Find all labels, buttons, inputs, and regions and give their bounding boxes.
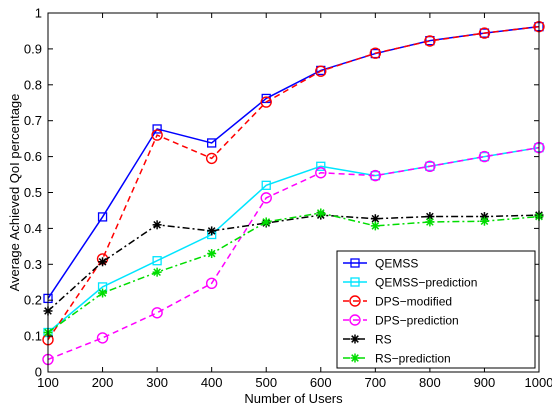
- axes-layer: 100 200 300 400 500 600 700 800 900 1000 0 0.1 0.2 0.…: [24, 6, 552, 391]
- legend-marker-dps-modified: [349, 295, 361, 307]
- x-tick-label: 800: [419, 375, 441, 390]
- data-point-qemss-prediction: [316, 161, 326, 171]
- data-point-rs: [98, 257, 108, 267]
- data-point-dps-prediction: [96, 332, 109, 344]
- legend-label-rs: RS: [375, 333, 392, 347]
- data-point-qemss: [97, 212, 108, 222]
- y-tick-label: 0.5: [24, 185, 42, 200]
- y-tick-label: 0.3: [24, 257, 42, 272]
- data-point-rs: [207, 226, 217, 236]
- data-point-dps-prediction: [205, 277, 218, 290]
- x-axis-label: Number of Users: [244, 391, 343, 406]
- legend-marker-rs: [350, 334, 360, 344]
- legend: QEMSS QEMSS−prediction DPS−modified DPS−pre…: [336, 250, 536, 369]
- data-point-dps-modified: [369, 47, 382, 59]
- data-point-dps-prediction: [478, 150, 491, 163]
- data-point-rs-prediction: [152, 267, 162, 277]
- data-point-rs-prediction: [98, 288, 108, 298]
- data-point-dps-modified: [260, 96, 272, 108]
- x-tick-label: 300: [146, 375, 168, 390]
- data-point-dps-prediction: [315, 167, 327, 179]
- y-tick-label: 0.8: [24, 77, 42, 92]
- data-point-dps-prediction: [369, 169, 382, 182]
- y-tick-label: 0.9: [24, 41, 42, 56]
- data-point-rs-prediction: [316, 208, 326, 218]
- legend-box: [336, 250, 536, 369]
- data-point-qemss: [152, 124, 162, 134]
- data-point-qemss-prediction: [261, 180, 271, 190]
- legend-marker-qemss-prediction: [350, 277, 360, 287]
- legend-label-dps-modified: DPS−modified: [375, 295, 452, 309]
- series-layer: [42, 20, 545, 366]
- series-line-dps-modified: [47, 25, 540, 341]
- series-line-rs-prediction: [47, 212, 540, 334]
- x-tick-label: 100: [37, 375, 59, 390]
- data-point-dps-modified: [205, 152, 218, 165]
- legend-marker-dps-prediction: [349, 314, 361, 326]
- series-line-dps-prediction: [47, 146, 540, 361]
- data-point-dps-prediction: [424, 160, 436, 172]
- data-point-rs-prediction: [370, 221, 380, 231]
- data-point-rs-prediction: [425, 217, 435, 227]
- data-point-dps-modified: [424, 35, 436, 47]
- legend-label-qemss: QEMSS: [375, 257, 418, 271]
- data-point-dps-modified: [151, 129, 163, 141]
- y-axis-label: Average Achieved QoI percentage: [7, 94, 22, 292]
- x-tick-label: 500: [255, 375, 277, 390]
- data-point-qemss: [207, 138, 217, 148]
- data-point-dps-modified: [315, 65, 327, 77]
- x-tick-label: 1000: [525, 375, 552, 390]
- data-point-qemss-prediction: [152, 256, 162, 266]
- y-tick-label: 0.1: [24, 329, 42, 344]
- legend-marker-qemss: [350, 258, 360, 268]
- legend-label-dps-prediction: DPS−prediction: [375, 314, 459, 328]
- x-tick-label: 400: [201, 375, 223, 390]
- series-line-qemss-prediction: [47, 146, 540, 334]
- y-tick-label: 0.6: [24, 149, 42, 164]
- y-tick-label: 0.4: [24, 221, 42, 236]
- x-tick-label: 900: [474, 375, 496, 390]
- data-point-dps-modified: [478, 27, 491, 39]
- legend-label-qemss-prediction: QEMSS−prediction: [375, 276, 477, 290]
- y-tick-label: 0.7: [24, 113, 42, 128]
- x-tick-label: 200: [92, 375, 114, 390]
- series-line-rs: [47, 214, 540, 312]
- legend-marker-rs-prediction: [350, 353, 360, 363]
- data-point-rs-prediction: [261, 217, 271, 227]
- x-tick-label: 600: [310, 375, 332, 390]
- data-point-dps-prediction: [151, 307, 163, 319]
- x-tick-label: 700: [364, 375, 386, 390]
- data-point-dps-prediction: [260, 192, 272, 204]
- y-tick-label: 0: [35, 365, 42, 380]
- data-point-qemss-prediction: [425, 161, 435, 171]
- data-point-rs: [152, 220, 162, 230]
- y-tick-label: 1: [35, 6, 42, 21]
- y-tick-label: 0.2: [24, 293, 42, 308]
- legend-label-rs-prediction: RS−prediction: [375, 352, 451, 366]
- data-point-rs-prediction: [479, 216, 489, 226]
- data-point-rs-prediction: [207, 249, 217, 259]
